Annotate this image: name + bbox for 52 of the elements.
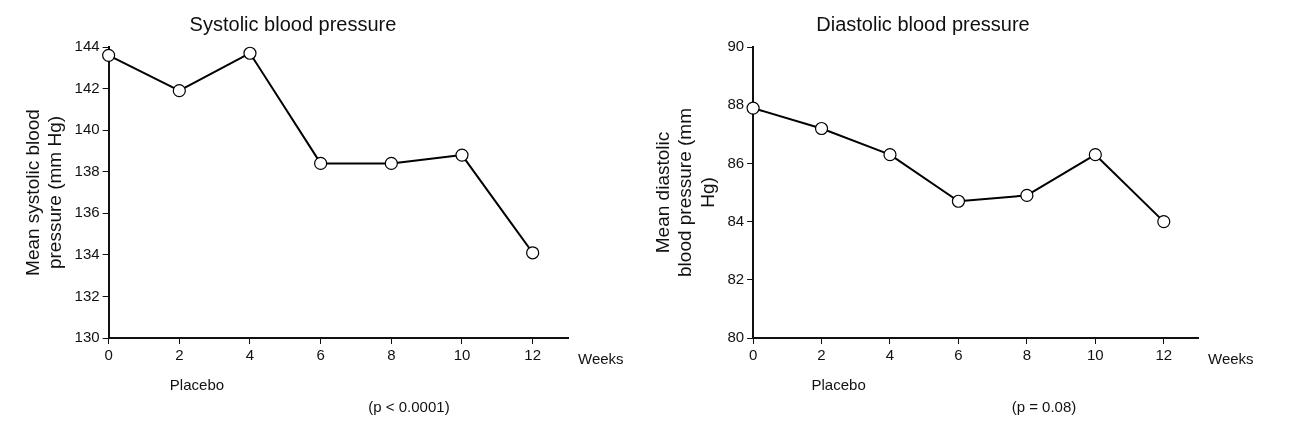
chart-title: Systolic blood pressure bbox=[189, 12, 397, 35]
point bbox=[102, 48, 116, 62]
x-tick-label: 10 bbox=[1086, 346, 1104, 364]
x-tick-label: 12 bbox=[524, 346, 542, 364]
y-tick-label: 142 bbox=[74, 78, 100, 96]
x-tick-label: 2 bbox=[175, 346, 184, 364]
point bbox=[384, 156, 398, 170]
point bbox=[1157, 215, 1171, 229]
point bbox=[814, 121, 829, 136]
y-tick-label: 80 bbox=[727, 328, 745, 346]
x-tick-label: 10 bbox=[453, 346, 471, 364]
point bbox=[314, 156, 328, 170]
point bbox=[883, 148, 897, 162]
text: (p < 0.0001) bbox=[368, 397, 450, 415]
x-tick-label: 0 bbox=[104, 346, 113, 364]
point bbox=[951, 194, 966, 208]
y-tick-label: 130 bbox=[74, 328, 100, 346]
y-tick-label: 144 bbox=[74, 37, 100, 55]
point bbox=[455, 148, 469, 162]
y-tick-label: 138 bbox=[74, 161, 100, 179]
text: Placebo bbox=[811, 375, 866, 393]
x-tick-label: 4 bbox=[885, 346, 895, 364]
y-tick-label: 88 bbox=[727, 95, 745, 113]
y-axis-title: Mean diastolic blood pressure (mm Hg) bbox=[651, 108, 719, 277]
point bbox=[172, 84, 186, 98]
point bbox=[526, 246, 540, 260]
x-tick-label: 8 bbox=[387, 346, 396, 364]
y-tick-label: 134 bbox=[74, 245, 100, 262]
chart-title: Diastolic blood pressure bbox=[816, 12, 1030, 35]
x-tick-label: 0 bbox=[748, 346, 758, 364]
x-tick-label: 2 bbox=[817, 346, 826, 364]
x-tick-label: 6 bbox=[954, 346, 963, 364]
text: Placebo bbox=[169, 375, 225, 393]
point bbox=[1088, 148, 1102, 162]
y-tick-label: 86 bbox=[727, 153, 745, 171]
y-tick-label: 82 bbox=[727, 269, 745, 287]
y-tick-label: 140 bbox=[74, 120, 100, 138]
y-tick-label: 136 bbox=[74, 203, 100, 221]
x-tick-label: 6 bbox=[316, 346, 325, 364]
x-tick-label: 8 bbox=[1022, 346, 1032, 364]
point bbox=[243, 46, 257, 60]
y-tick-label: 132 bbox=[74, 286, 100, 304]
text: (p = 0.08) bbox=[1011, 397, 1077, 415]
x-tick-label: 4 bbox=[245, 346, 255, 364]
x-axis-title: Weeks bbox=[1208, 350, 1254, 368]
point bbox=[746, 101, 760, 115]
x-tick-label: 12 bbox=[1155, 346, 1173, 364]
y-tick-label: 84 bbox=[727, 211, 745, 229]
y-axis-title: Mean systolic blood pressure (mm Hg) bbox=[21, 109, 66, 276]
y-tick-label: 90 bbox=[727, 37, 745, 55]
point bbox=[1020, 188, 1034, 203]
x-axis-title: Weeks bbox=[578, 350, 624, 368]
